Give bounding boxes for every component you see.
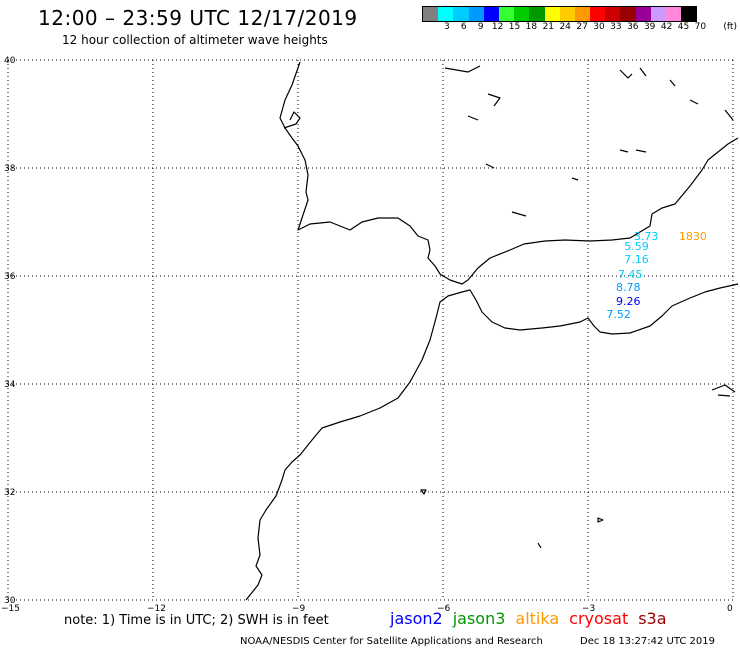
satellite-name: cryosat <box>569 609 629 628</box>
longitude-tick-label: −15 <box>1 604 20 614</box>
legend-swatch <box>423 7 439 21</box>
longitude-tick-label: −12 <box>147 604 166 614</box>
legend-swatch <box>498 7 515 21</box>
wave-height-observation: 1830 <box>678 229 707 243</box>
longitude-tick-labels: −15 −12 −9 −6 −3 0 <box>1 604 733 614</box>
coastline-morocco-west <box>245 291 463 601</box>
satellite-name: jason2 <box>390 609 443 628</box>
latitude-tick-labels: 40 38 36 34 32 30 <box>4 56 16 606</box>
graticule <box>7 59 734 601</box>
chart-title: 12:00 – 23:59 UTC 12/17/2019 <box>38 6 358 30</box>
wave-height-observation: 7.16 <box>624 253 649 267</box>
legend-swatch <box>483 7 499 21</box>
legend-swatch <box>574 7 591 21</box>
legend-label: 24 <box>559 22 571 32</box>
satellite-name: s3a <box>638 609 667 628</box>
wave-height-observation: 7.45 <box>617 267 643 281</box>
legend-swatch <box>681 7 697 21</box>
chart-subtitle: 12 hour collection of altimeter wave hei… <box>62 33 328 47</box>
latitude-tick-label: 36 <box>4 272 16 282</box>
legend-swatch <box>590 7 606 21</box>
legend-swatch <box>559 7 575 21</box>
longitude-tick-label: −6 <box>437 604 451 614</box>
legend-swatch <box>605 7 621 21</box>
legend-swatch <box>453 7 469 21</box>
legend-label: 21 <box>542 22 555 32</box>
island-a <box>597 517 604 523</box>
legend-label: 12 <box>491 22 504 32</box>
island-b <box>537 542 542 549</box>
legend-swatch <box>620 7 636 21</box>
color-legend <box>422 6 698 22</box>
credit-text: NOAA/NESDIS Center for Satellite Applica… <box>240 636 543 647</box>
wave-height-observation: 5.59 <box>624 240 649 254</box>
legend-swatch <box>468 7 484 21</box>
latitude-tick-label: 38 <box>4 164 16 174</box>
satellite-name: jason3 <box>452 609 506 628</box>
wave-height-observation: 9.26 <box>616 294 641 308</box>
generation-timestamp: Dec 18 13:27:42 UTC 2019 <box>580 636 715 647</box>
island-alboran <box>420 489 427 495</box>
latitude-tick-label: 34 <box>4 380 16 390</box>
coastline <box>245 61 739 601</box>
legend-swatch <box>650 7 666 21</box>
legend-swatch <box>544 7 560 21</box>
island-east <box>711 384 736 397</box>
legend-label: 42 <box>660 22 673 32</box>
latitude-tick-label: 40 <box>4 56 16 66</box>
satellite-name: altika <box>515 609 560 628</box>
coastline-spain-south <box>467 137 739 281</box>
island-balearic <box>619 67 734 121</box>
legend-label: 27 <box>576 22 588 32</box>
color-legend-labels: 3 6 9 12 15 18 21 24 27 30 33 36 39 42 45 70 (ft) <box>422 22 740 34</box>
coastline-tagus <box>283 111 301 129</box>
legend-label: 9 <box>477 22 484 32</box>
legend-swatch <box>514 7 530 21</box>
legend-unit: (ft) <box>723 22 737 32</box>
legend-swatch <box>529 7 545 21</box>
legend-label: 30 <box>593 22 605 32</box>
wave-height-observation: 3.73 <box>633 229 659 243</box>
footer-note: note: 1) Time is in UTC; 2) SWH is in fe… <box>64 613 329 628</box>
wave-height-observation: 7.52 <box>606 308 631 322</box>
legend-label: 39 <box>643 22 656 32</box>
legend-label: 15 <box>508 22 521 32</box>
longitude-tick-label: −3 <box>582 604 595 614</box>
satellite-legend: jason2 jason3 altika cryosat s3a <box>390 609 677 628</box>
latitude-tick-label: 32 <box>4 488 15 498</box>
legend-swatch <box>438 7 454 21</box>
coastline-iberia-west <box>279 61 469 285</box>
legend-label: 33 <box>610 22 622 32</box>
legend-label: 18 <box>525 22 538 32</box>
longitude-tick-label: −9 <box>292 604 306 614</box>
legend-label: 45 <box>677 22 690 32</box>
wave-height-observation: 8.78 <box>616 281 641 295</box>
legend-label: 3 <box>444 22 450 32</box>
island-ne <box>444 65 647 217</box>
legend-label: 70 <box>694 22 707 32</box>
longitude-tick-label: 0 <box>727 604 733 614</box>
legend-swatch <box>666 7 682 21</box>
latitude-tick-label: 30 <box>4 596 16 606</box>
coastline-north-africa <box>461 283 739 335</box>
legend-label: 36 <box>627 22 639 32</box>
legend-swatch <box>635 7 651 21</box>
legend-label: 6 <box>460 22 467 32</box>
